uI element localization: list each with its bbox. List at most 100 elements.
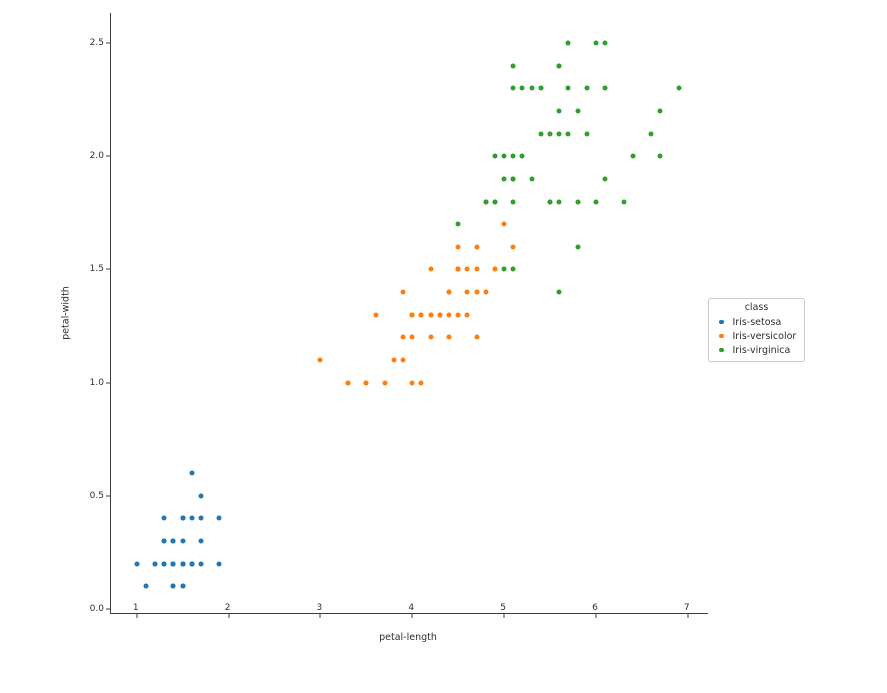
- data-point-iris-setosa: [198, 493, 204, 499]
- data-point-iris-versicolor: [492, 266, 498, 272]
- legend-item: Iris-setosa: [709, 315, 804, 329]
- data-point-iris-versicolor: [464, 312, 470, 318]
- data-point-iris-virginica: [547, 199, 553, 205]
- data-point-iris-virginica: [584, 85, 590, 91]
- data-point-iris-versicolor: [464, 289, 470, 295]
- x-tick-label: 1: [132, 603, 139, 613]
- x-tick-mark: [228, 614, 230, 618]
- data-point-iris-versicolor: [455, 266, 461, 272]
- data-point-iris-virginica: [676, 85, 682, 91]
- data-point-iris-virginica: [556, 289, 562, 295]
- data-point-iris-versicolor: [345, 380, 351, 386]
- data-point-iris-setosa: [161, 538, 167, 544]
- data-point-iris-virginica: [657, 153, 663, 159]
- data-point-iris-virginica: [519, 153, 525, 159]
- data-point-iris-versicolor: [418, 312, 424, 318]
- data-point-iris-virginica: [565, 131, 571, 137]
- legend-swatch-icon: [719, 347, 724, 353]
- data-point-iris-versicolor: [474, 244, 480, 250]
- data-point-iris-versicolor: [391, 357, 397, 363]
- y-tick-mark: [106, 382, 110, 384]
- data-point-iris-virginica: [492, 199, 498, 205]
- x-tick-label: 6: [592, 603, 598, 613]
- data-point-iris-virginica: [565, 40, 571, 46]
- legend-label: Iris-setosa: [732, 316, 782, 328]
- data-point-iris-versicolor: [428, 334, 434, 340]
- data-point-iris-versicolor: [400, 334, 406, 340]
- data-point-iris-virginica: [602, 176, 608, 182]
- data-point-iris-virginica: [657, 108, 663, 114]
- x-tick-mark: [687, 614, 689, 618]
- plot-area: [106, 13, 708, 618]
- data-point-iris-versicolor: [474, 266, 480, 272]
- data-point-iris-virginica: [519, 85, 525, 91]
- data-point-iris-virginica: [529, 176, 535, 182]
- data-point-iris-versicolor: [373, 312, 379, 318]
- data-point-iris-virginica: [510, 176, 516, 182]
- y-tick-label: 1.5: [89, 264, 104, 275]
- data-point-iris-virginica: [510, 153, 516, 159]
- legend-item: Iris-virginica: [709, 343, 804, 357]
- data-point-iris-virginica: [584, 131, 590, 137]
- data-point-iris-setosa: [161, 561, 167, 567]
- data-point-iris-versicolor: [409, 334, 415, 340]
- legend-label: Iris-versicolor: [732, 330, 797, 342]
- legend-item: Iris-versicolor: [709, 329, 804, 343]
- data-point-iris-versicolor: [437, 312, 443, 318]
- data-point-iris-versicolor: [409, 380, 415, 386]
- y-tick-mark: [106, 42, 110, 44]
- data-point-iris-versicolor: [446, 334, 452, 340]
- data-point-iris-versicolor: [474, 334, 480, 340]
- y-tick-label: 2.0: [89, 151, 104, 162]
- x-tick-label: 4: [408, 603, 415, 613]
- data-point-iris-setosa: [180, 515, 186, 521]
- data-point-iris-versicolor: [428, 266, 434, 272]
- x-tick-label: 7: [683, 603, 690, 613]
- data-point-iris-setosa: [152, 561, 158, 567]
- y-tick-mark: [106, 155, 110, 157]
- y-tick-label: 0.5: [89, 490, 104, 501]
- data-point-iris-setosa: [180, 538, 186, 544]
- legend-title: class: [744, 302, 769, 313]
- data-point-iris-virginica: [556, 199, 562, 205]
- data-point-iris-virginica: [510, 63, 516, 69]
- y-tick-mark: [106, 608, 110, 610]
- data-point-iris-virginica: [556, 63, 562, 69]
- data-point-iris-virginica: [483, 199, 489, 205]
- data-point-iris-virginica: [510, 266, 516, 272]
- legend: class Iris-setosa Iris-versicolor Iris-vir…: [708, 298, 805, 362]
- data-point-iris-versicolor: [474, 289, 480, 295]
- data-point-iris-virginica: [602, 85, 608, 91]
- legend-swatch-icon: [719, 319, 724, 325]
- x-tick-mark: [319, 614, 321, 618]
- data-point-iris-setosa: [180, 583, 186, 589]
- data-point-iris-virginica: [510, 199, 516, 205]
- data-point-iris-virginica: [565, 85, 571, 91]
- data-point-iris-virginica: [510, 85, 516, 91]
- data-point-iris-setosa: [134, 561, 140, 567]
- data-point-iris-setosa: [198, 561, 204, 567]
- data-point-iris-virginica: [455, 221, 461, 227]
- data-point-iris-virginica: [501, 176, 507, 182]
- x-axis-label: petal-length: [379, 632, 437, 643]
- data-point-iris-setosa: [180, 561, 186, 567]
- data-point-iris-virginica: [593, 40, 599, 46]
- data-point-iris-versicolor: [455, 244, 461, 250]
- y-axis-label: petal-width: [60, 286, 72, 340]
- data-point-iris-virginica: [575, 244, 581, 250]
- data-point-iris-setosa: [189, 515, 195, 521]
- data-point-iris-versicolor: [409, 312, 415, 318]
- data-point-iris-setosa: [189, 561, 195, 567]
- x-tick-label: 3: [316, 603, 323, 613]
- data-point-iris-virginica: [602, 40, 608, 46]
- legend-swatch-icon: [719, 333, 724, 339]
- data-point-iris-versicolor: [363, 380, 369, 386]
- data-point-iris-virginica: [501, 266, 507, 272]
- data-point-iris-setosa: [189, 470, 195, 476]
- x-tick-mark: [136, 614, 138, 618]
- data-point-iris-setosa: [216, 515, 222, 521]
- data-point-iris-virginica: [575, 199, 581, 205]
- data-point-iris-versicolor: [382, 380, 388, 386]
- y-tick-label: 2.5: [89, 38, 104, 49]
